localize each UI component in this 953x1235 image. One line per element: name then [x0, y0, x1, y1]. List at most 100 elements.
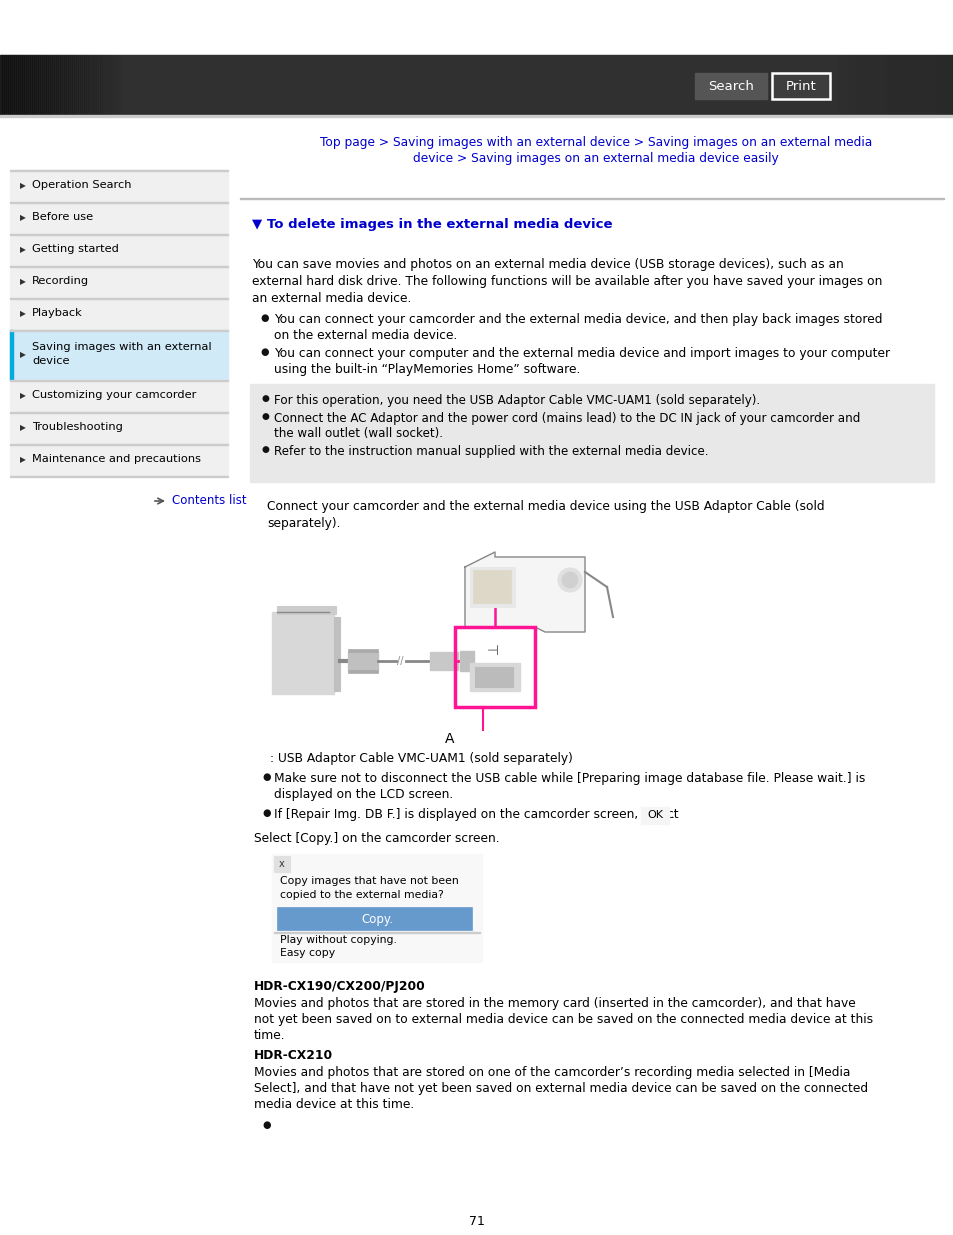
Bar [18, 56, 20, 115]
Text: Getting started: Getting started [32, 243, 119, 253]
Bar [883, 56, 885, 115]
Text: Print: Print [785, 79, 816, 93]
Text: //: // [396, 656, 403, 666]
Bar [40, 56, 42, 115]
Bar [696, 56, 698, 115]
Bar [640, 806, 668, 824]
Bar [885, 56, 887, 115]
Bar [851, 56, 853, 115]
Bar [186, 56, 188, 115]
Bar [785, 56, 787, 115]
Text: Before use: Before use [32, 211, 93, 221]
Bar [98, 56, 100, 115]
Bar [945, 56, 947, 115]
Bar [691, 56, 693, 115]
Bar [70, 56, 71, 115]
Bar [937, 56, 939, 115]
Bar [725, 56, 727, 115]
Bar [879, 56, 882, 115]
Text: ●: ● [262, 1120, 271, 1130]
Bar [541, 56, 543, 115]
Bar [941, 56, 943, 115]
Bar [250, 56, 252, 115]
Bar [649, 56, 651, 115]
Text: ●: ● [262, 412, 270, 421]
Bar [86, 56, 88, 115]
Text: ▶: ▶ [20, 310, 26, 319]
Bar [299, 56, 302, 115]
Bar [357, 56, 359, 115]
Bar [304, 56, 306, 115]
Bar [14, 56, 16, 115]
Bar [64, 56, 66, 115]
Bar [116, 56, 118, 115]
Bar [108, 56, 110, 115]
Bar [312, 56, 314, 115]
Bar [468, 56, 470, 115]
Bar [60, 56, 62, 115]
Bar [867, 56, 869, 115]
Bar [883, 56, 885, 115]
Bar [428, 56, 430, 115]
Bar [126, 56, 128, 115]
Bar [497, 56, 499, 115]
Bar [58, 56, 60, 115]
Bar [436, 56, 437, 115]
Bar [84, 56, 86, 115]
Bar [228, 56, 230, 115]
Bar [10, 330, 13, 380]
Bar [903, 56, 905, 115]
Bar [716, 56, 718, 115]
Bar [641, 56, 643, 115]
Bar [925, 56, 927, 115]
Bar [523, 56, 525, 115]
Text: external hard disk drive. The following functions will be available after you ha: external hard disk drive. The following … [252, 275, 882, 288]
Bar [740, 56, 741, 115]
Text: x: x [279, 860, 285, 869]
Bar [38, 56, 40, 115]
Bar [639, 56, 641, 115]
Bar [459, 56, 461, 115]
Bar [439, 56, 441, 115]
Bar [547, 56, 550, 115]
Bar [91, 56, 94, 115]
Bar [625, 56, 627, 115]
Bar [681, 56, 683, 115]
Bar [326, 56, 328, 115]
Bar [96, 56, 98, 115]
Bar [24, 56, 26, 115]
Bar [875, 56, 877, 115]
Bar [634, 56, 636, 115]
Text: Movies and photos that are stored on one of the camcorder’s recording media sele: Movies and photos that are stored on one… [253, 1066, 849, 1079]
Bar [921, 56, 923, 115]
Text: ●: ● [260, 312, 268, 324]
Bar [86, 56, 88, 115]
Bar [689, 56, 691, 115]
Bar [88, 56, 90, 115]
Bar [280, 56, 282, 115]
Bar [705, 56, 707, 115]
Bar [233, 56, 235, 115]
Bar [38, 56, 40, 115]
Bar [284, 56, 286, 115]
Bar [446, 56, 448, 115]
Bar [54, 56, 56, 115]
Bar [592, 56, 594, 115]
Bar [773, 56, 775, 115]
Bar [596, 56, 598, 115]
Bar [656, 56, 658, 115]
Bar [437, 56, 439, 115]
Text: A: A [445, 732, 455, 746]
Bar [160, 56, 162, 115]
Bar [36, 56, 38, 115]
Bar [603, 56, 605, 115]
Bar [112, 56, 113, 115]
Bar [188, 56, 190, 115]
Bar [332, 56, 334, 115]
Bar [348, 650, 377, 652]
Text: Search: Search [707, 79, 753, 93]
Bar [166, 56, 168, 115]
Bar [516, 56, 517, 115]
Bar [423, 56, 426, 115]
Bar [939, 56, 941, 115]
